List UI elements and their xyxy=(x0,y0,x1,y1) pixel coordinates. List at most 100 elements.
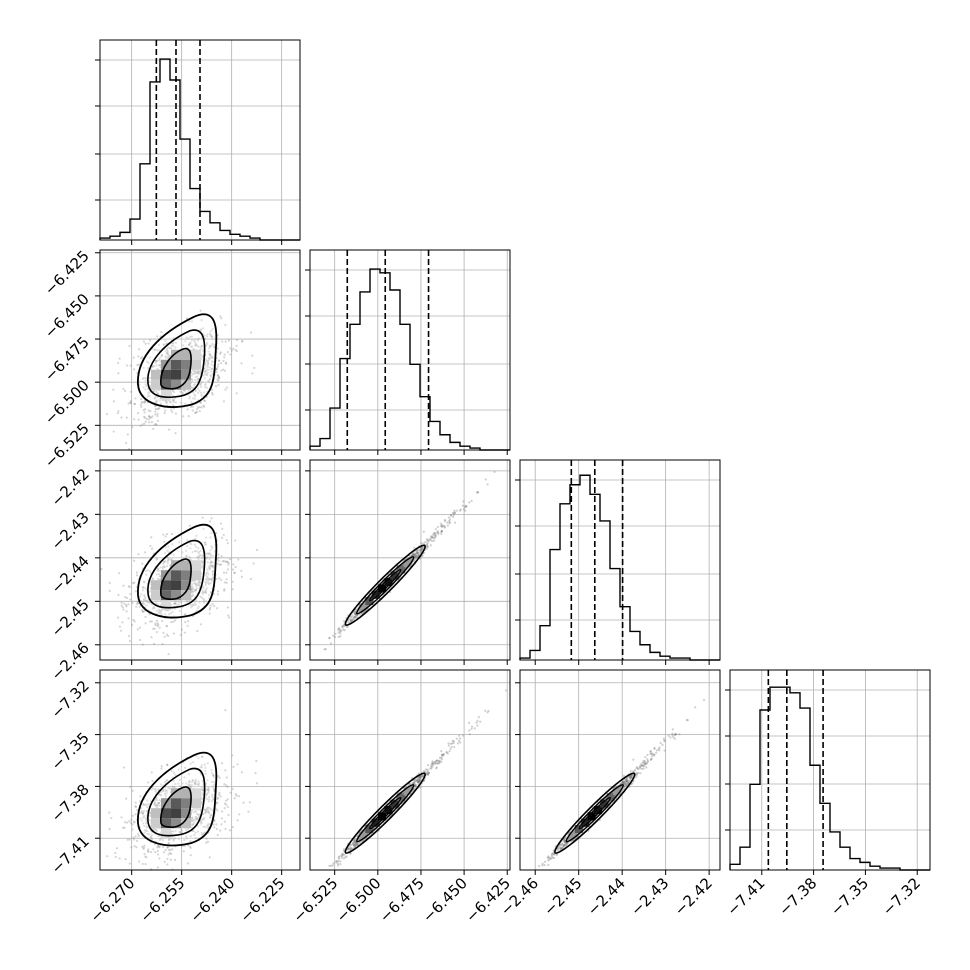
contour-outer xyxy=(137,751,218,847)
scatter-point xyxy=(209,330,212,333)
scatter-point xyxy=(354,613,357,616)
scatter-point xyxy=(160,611,163,614)
scatter-point xyxy=(208,578,211,582)
scatter-point xyxy=(164,342,168,345)
scatter-point xyxy=(227,563,230,566)
scatter-point xyxy=(203,808,206,811)
scatter-point xyxy=(212,775,215,778)
scatter-point xyxy=(128,639,131,643)
scatter-point xyxy=(192,391,195,394)
scatter-point xyxy=(437,759,440,762)
scatter-point xyxy=(204,399,207,403)
scatter-point xyxy=(108,589,111,592)
scatter-point xyxy=(197,391,200,394)
scatter-point xyxy=(201,516,204,519)
scatter-point xyxy=(199,822,203,825)
scatter-point xyxy=(185,336,188,339)
scatter-point xyxy=(172,771,176,775)
scatter-point xyxy=(165,401,168,404)
scatter-point xyxy=(417,780,420,783)
scatter-point xyxy=(144,388,147,391)
scatter-point xyxy=(200,346,203,350)
scatter-point xyxy=(114,855,117,859)
scatter-point xyxy=(249,331,253,334)
density-bin xyxy=(161,379,171,390)
scatter-point xyxy=(202,527,205,530)
scatter-point xyxy=(156,419,160,422)
scatter-point xyxy=(127,447,131,450)
scatter-point xyxy=(205,373,208,377)
scatter-point xyxy=(145,384,148,388)
scatter-point xyxy=(143,416,147,419)
scatter-point xyxy=(353,840,356,843)
scatter-point xyxy=(155,335,159,338)
scatter-point xyxy=(433,532,437,535)
scatter-point xyxy=(197,387,200,390)
scatter-point xyxy=(204,811,207,814)
scatter-point xyxy=(208,354,211,357)
scatter-point xyxy=(184,620,187,624)
scatter-point xyxy=(134,805,138,808)
scatter-point xyxy=(414,554,418,558)
scatter-point xyxy=(127,585,130,588)
scatter-point xyxy=(153,389,156,392)
scatter-point xyxy=(139,795,142,798)
scatter-point xyxy=(220,317,223,320)
scatter-point xyxy=(221,536,224,539)
scatter-point xyxy=(328,636,331,640)
scatter-point xyxy=(452,740,455,743)
scatter-point xyxy=(231,787,234,790)
scatter-point xyxy=(204,582,208,585)
scatter-point xyxy=(177,603,181,606)
scatter-point xyxy=(164,794,168,798)
density-bin xyxy=(384,578,393,587)
scatter-point xyxy=(217,384,220,387)
contour-inner xyxy=(160,786,192,828)
scatter-point xyxy=(161,619,164,623)
scatter-point xyxy=(176,603,179,606)
scatter-point xyxy=(131,601,134,605)
scatter-point xyxy=(208,344,211,347)
scatter-point xyxy=(150,636,153,639)
scatter-point xyxy=(336,859,339,863)
scatter-point xyxy=(133,402,137,406)
scatter-point xyxy=(233,571,236,574)
scatter-point xyxy=(205,557,208,560)
scatter-point xyxy=(431,765,434,769)
scatter-point xyxy=(185,554,188,557)
scatter-point xyxy=(205,572,208,575)
scatter-point xyxy=(426,538,429,541)
scatter-point xyxy=(229,353,232,356)
scatter-point xyxy=(336,862,340,866)
scatter-point xyxy=(179,872,181,874)
scatter-point xyxy=(156,866,159,869)
scatter-point xyxy=(130,818,133,821)
scatter-point xyxy=(247,810,250,813)
scatter-point xyxy=(135,602,139,605)
scatter-point xyxy=(225,571,228,574)
scatter-point xyxy=(191,816,194,819)
scatter-point xyxy=(197,584,201,587)
scatter-point xyxy=(174,401,178,404)
scatter-point xyxy=(340,854,343,857)
scatter-point xyxy=(144,342,147,345)
scatter-point xyxy=(200,381,203,385)
scatter-point xyxy=(459,741,462,744)
histogram-panel-3 xyxy=(725,669,931,875)
scatter-point xyxy=(209,520,212,523)
scatter-point xyxy=(163,560,166,564)
scatter-point xyxy=(206,571,209,574)
scatter-point xyxy=(128,838,131,841)
scatter-point xyxy=(413,781,416,785)
scatter-point xyxy=(210,780,213,783)
scatter-point xyxy=(204,770,207,773)
scatter-point xyxy=(172,553,175,556)
scatter-point xyxy=(144,420,147,423)
scatter-point xyxy=(429,537,432,540)
scatter-point xyxy=(137,833,140,836)
scatter-point xyxy=(158,609,161,612)
scatter-point xyxy=(442,753,445,756)
scatter-point xyxy=(227,614,230,617)
scatter-point xyxy=(132,368,136,371)
scatter-point xyxy=(217,376,220,379)
